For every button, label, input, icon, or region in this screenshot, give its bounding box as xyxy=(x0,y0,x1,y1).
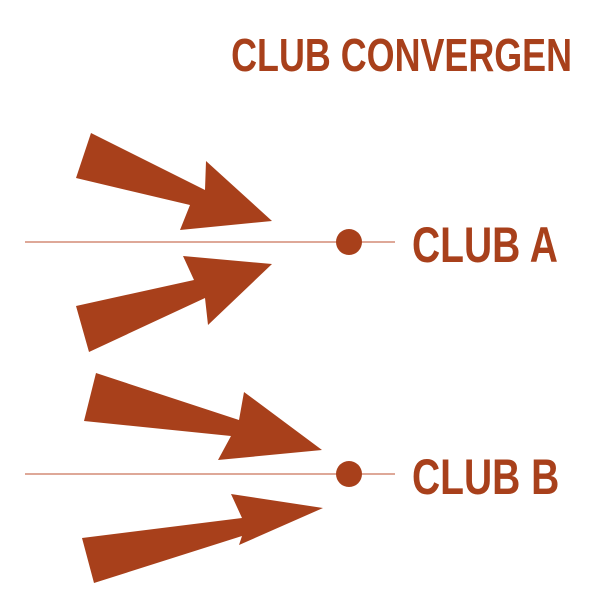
club-a-lower-arrow-icon xyxy=(76,256,272,352)
club-a-node-dot-icon xyxy=(336,229,362,255)
club-b-node-dot-icon xyxy=(336,461,362,487)
club-b-label: CLUB B xyxy=(412,449,560,505)
club-a-group xyxy=(25,133,395,352)
club-b-upper-arrow-icon xyxy=(84,373,322,460)
club-a-upper-arrow-icon xyxy=(76,133,272,230)
club-b-group xyxy=(25,373,395,583)
club-a-label: CLUB A xyxy=(412,217,558,273)
diagram-title: CLUB CONVERGEN xyxy=(231,29,572,81)
club-b-lower-arrow-icon xyxy=(82,494,323,583)
